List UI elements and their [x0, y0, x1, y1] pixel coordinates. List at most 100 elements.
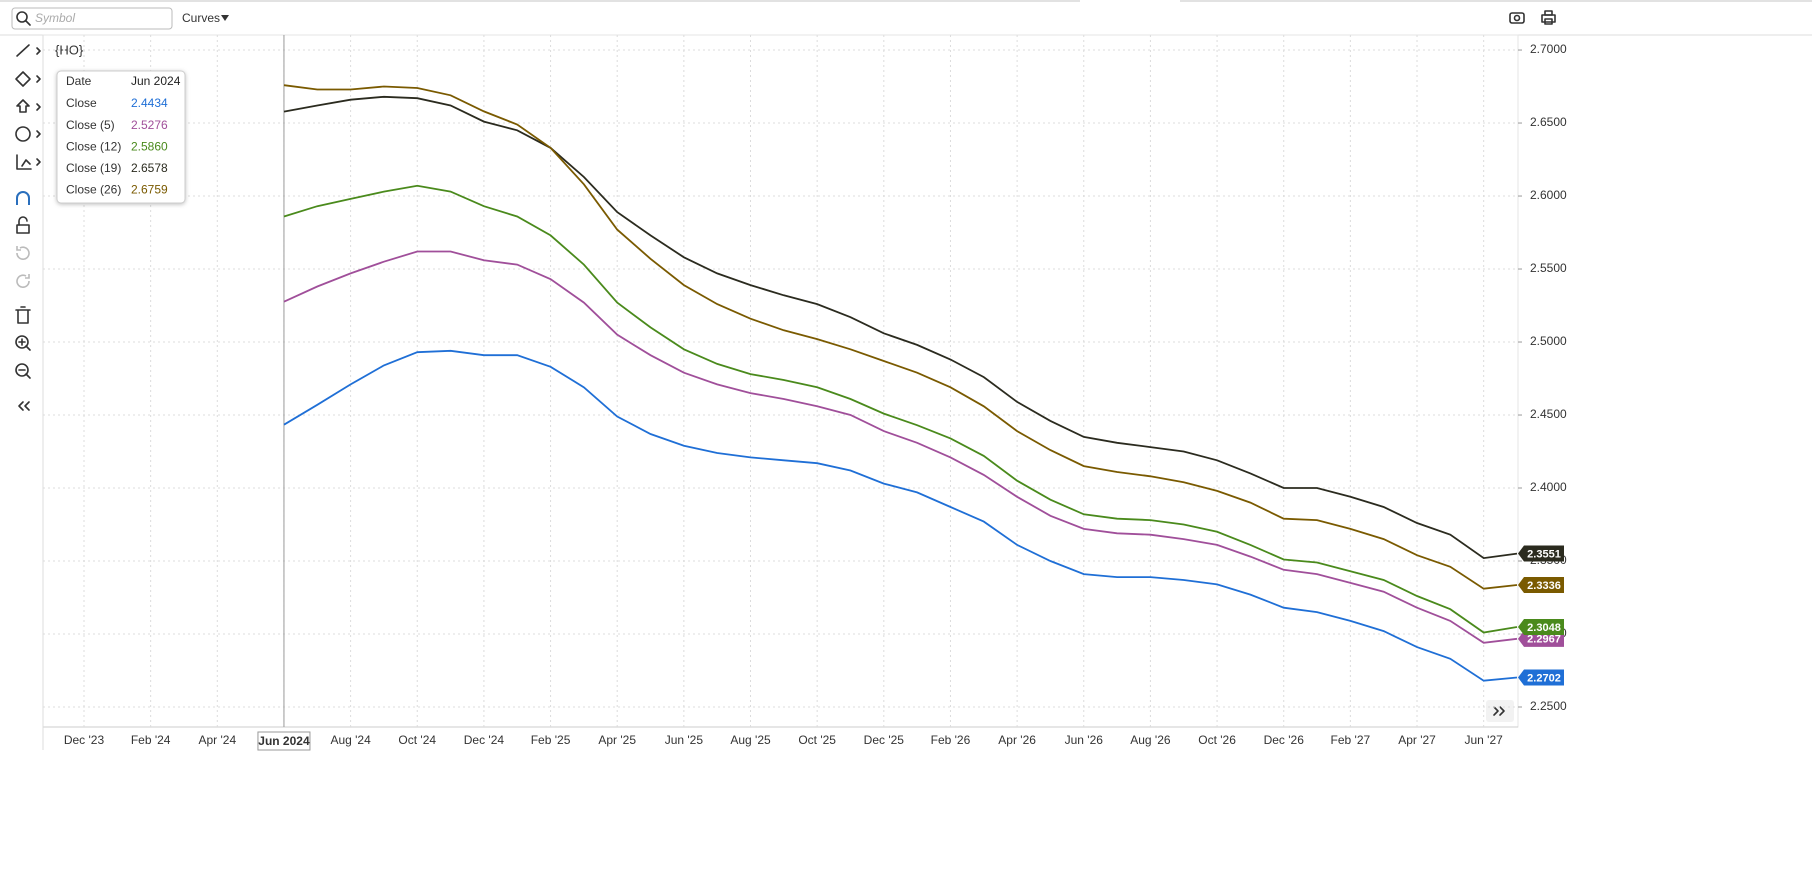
x-tick-label: Jun 2024 [258, 734, 310, 748]
last-value-label: 2.3048 [1527, 622, 1561, 634]
top-strip [0, 0, 1080, 2]
chevron [36, 158, 41, 166]
print-button[interactable] [1541, 10, 1556, 25]
x-tick-label: Feb '27 [1331, 733, 1371, 747]
tool-icon [16, 99, 30, 113]
tooltip-label: Close (26) [66, 183, 121, 197]
last-value-badge [1518, 618, 1564, 635]
y-tick-label: 2.4000 [1530, 480, 1567, 494]
print-icon [1544, 10, 1553, 16]
tab-gap [1080, 0, 1180, 2]
camera-icon [1513, 14, 1521, 22]
arrow-tool[interactable] [16, 99, 41, 113]
tooltip-box [56, 70, 186, 204]
tooltip-date: Jun 2024 [131, 74, 181, 88]
x-tick-label: Apr '26 [998, 733, 1036, 747]
top-strip [1180, 0, 1812, 2]
tool-icon [15, 71, 31, 87]
zoom-icon [15, 363, 29, 377]
search-icon [25, 20, 31, 26]
x-tick-label: Aug '25 [730, 733, 771, 747]
magnet-button[interactable] [16, 191, 30, 205]
x-tick-label: Jun '27 [1465, 733, 1504, 747]
tool-icon [15, 126, 31, 142]
tooltip-label: Close (5) [66, 118, 115, 132]
series-line [283, 184, 1518, 634]
last-value-badge [1518, 545, 1564, 562]
tooltip-label: Close [66, 96, 97, 110]
last-value-label: 2.2702 [1527, 672, 1561, 684]
x-tick-label: Feb '25 [531, 733, 571, 747]
y-tick-label: 2.6000 [1530, 188, 1567, 202]
y-tick-label: 2.7000 [1530, 42, 1567, 56]
lock-icon [16, 224, 30, 234]
x-tick-label: Dec '25 [864, 733, 905, 747]
search-box[interactable] [11, 7, 173, 30]
x-tick-label: Apr '25 [598, 733, 636, 747]
series-line [283, 95, 1518, 560]
delete-button[interactable] [15, 306, 31, 324]
tool-icon [16, 154, 32, 170]
zoom-icon [18, 338, 31, 351]
chevron [36, 103, 41, 111]
undo-button[interactable] [16, 246, 30, 260]
tooltip-value: 2.6759 [131, 183, 168, 197]
print-icon [1544, 18, 1553, 25]
collapse-button[interactable] [18, 401, 30, 411]
x-tick-label: Aug '24 [330, 733, 371, 747]
left-toolbar [15, 35, 44, 750]
zoom-out-button[interactable] [15, 363, 31, 379]
tooltip: Date Jun 2024 Close 2.4434 Close (5) 2.5276 Cl… [56, 70, 186, 204]
measure-tool[interactable] [16, 154, 41, 170]
redo-button[interactable] [16, 274, 30, 288]
x-tick-label: Oct '26 [1198, 733, 1236, 747]
x-tick-label: Jun '26 [1065, 733, 1104, 747]
tool-icon [16, 44, 30, 57]
zoom-icon [15, 335, 29, 349]
lock-button[interactable] [16, 216, 30, 234]
last-value-label: 2.2967 [1527, 634, 1561, 646]
series-line [283, 349, 1518, 682]
line-tool[interactable] [16, 44, 41, 57]
x-tick-label: Jun '25 [665, 733, 704, 747]
scroll-button[interactable] [1486, 700, 1514, 722]
shape-tool[interactable] [15, 71, 41, 87]
series-line [283, 250, 1518, 644]
x-tick-label: Dec '24 [464, 733, 505, 747]
label-tool[interactable] [15, 126, 41, 142]
tooltip-value: 2.4434 [131, 96, 168, 110]
dropdown-arrow [221, 15, 229, 21]
tooltip-label: Close (19) [66, 161, 121, 175]
tooltip-value: 2.5276 [131, 118, 168, 132]
x-tick-label: Oct '25 [798, 733, 836, 747]
series-line [283, 84, 1518, 590]
search-placeholder: Symbol [35, 11, 75, 25]
chevron [36, 130, 41, 138]
x-tick-label: Feb '24 [131, 733, 171, 747]
tooltip-value: 2.5860 [131, 139, 168, 153]
last-value-badge [1518, 669, 1564, 686]
camera-button[interactable] [1509, 12, 1525, 24]
x-tick-label: Oct '24 [398, 733, 436, 747]
zoom-in-button[interactable] [15, 335, 31, 351]
x-tick-label: Aug '26 [1130, 733, 1171, 747]
scroll-icon [1493, 706, 1505, 716]
tooltip-label: Date [66, 74, 92, 88]
top-toolbar: Symbol Curves [11, 7, 1556, 30]
y-tick-label: 2.2500 [1530, 699, 1567, 713]
x-tick-label: Apr '24 [198, 733, 236, 747]
x-tick-label: Dec '23 [64, 733, 105, 747]
search-icon [16, 11, 28, 23]
plot: 2.25002.30002.35002.40002.45002.50002.55… [43, 35, 1567, 751]
camera-icon [1509, 12, 1525, 24]
curves-dropdown[interactable]: Curves [182, 11, 220, 25]
x-tick-label: Feb '26 [931, 733, 971, 747]
zoom-icon [18, 369, 31, 379]
chevron [36, 47, 41, 55]
last-value-label: 2.3336 [1527, 580, 1561, 592]
last-value-label: 2.3551 [1527, 548, 1561, 560]
chevron [36, 75, 41, 83]
